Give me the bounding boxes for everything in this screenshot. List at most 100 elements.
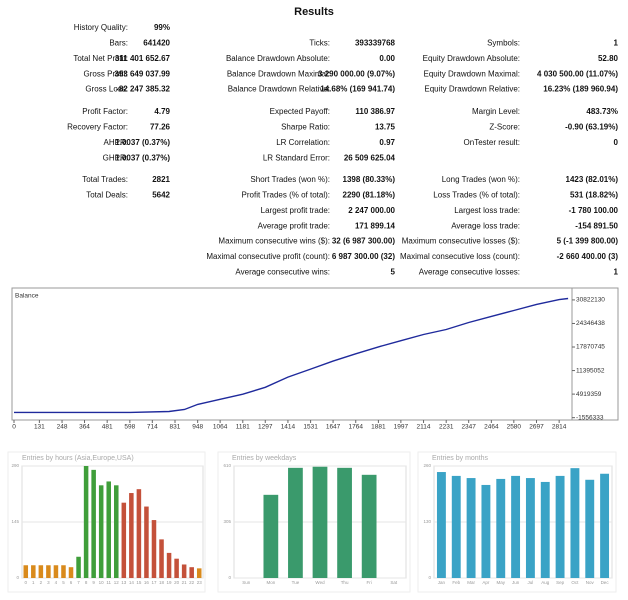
stat-label: Largest profit trade: <box>261 206 330 215</box>
stat-value: 14.68% (169 941.74) <box>320 85 395 94</box>
stat-label: Expected Payoff: <box>270 107 330 116</box>
stat-value: 2 247 000.00 <box>348 206 395 215</box>
bar <box>144 506 149 578</box>
x-tick-label: 1531 <box>303 424 318 431</box>
x-tick-label: 1647 <box>326 424 341 431</box>
bar <box>159 539 164 578</box>
stat-label: Z-Score: <box>489 123 520 132</box>
stat-label: Long Trades (won %): <box>442 175 520 184</box>
bar <box>481 484 491 578</box>
stat-label: LR Standard Error: <box>263 153 330 162</box>
y-tick-label: 24346438 <box>576 320 605 327</box>
stat-value: 2821 <box>152 175 170 184</box>
x-tick-label: Feb <box>452 580 460 585</box>
stat-label: Balance Drawdown Absolute: <box>226 54 330 63</box>
balance-line <box>14 297 569 414</box>
stat-label: Average consecutive losses: <box>419 268 520 277</box>
stat-label: Maximum consecutive wins ($): <box>218 237 330 246</box>
x-tick-label: 11 <box>106 580 111 585</box>
bar <box>466 478 476 578</box>
stat-label: Maximum consecutive losses ($): <box>402 237 520 246</box>
stat-value: -82 247 385.32 <box>116 85 170 94</box>
y-tick-label: 610 <box>223 463 231 468</box>
bar <box>46 565 51 578</box>
y-tick-label: 11395052 <box>576 367 605 374</box>
bar <box>114 485 119 578</box>
y-tick-label: 0 <box>228 575 231 580</box>
bar <box>23 565 29 578</box>
bar <box>525 478 535 578</box>
x-tick-label: 19 <box>167 580 173 585</box>
stat-label: Balance Drawdown Maximal: <box>227 69 330 78</box>
x-tick-label: 2580 <box>507 424 522 431</box>
x-tick-label: 131 <box>34 424 45 431</box>
stat-value: 1423 (82.01%) <box>566 175 619 184</box>
bar <box>83 466 89 578</box>
x-tick-label: Mon <box>266 580 275 585</box>
x-tick-label: Aug <box>541 580 550 585</box>
stat-value: 641420 <box>143 39 170 48</box>
x-tick-label: Sat <box>390 580 398 585</box>
x-tick-label: 16 <box>144 580 150 585</box>
stat-value: 5 (-1 399 800.00) <box>557 237 619 246</box>
stat-value: 1.0037 (0.37%) <box>115 153 170 162</box>
x-tick-label: 4 <box>55 580 58 585</box>
chart-title: Entries by hours (Asia,Europe,USA) <box>22 455 134 462</box>
y-tick-label: 0 <box>16 575 19 580</box>
x-tick-label: 1064 <box>213 424 228 431</box>
bar <box>555 475 565 578</box>
stat-value: 4 030 500.00 (11.07%) <box>537 69 618 78</box>
stat-value: 52.80 <box>598 54 619 63</box>
x-tick-label: Jul <box>528 580 534 585</box>
x-tick-label: 1 <box>32 580 35 585</box>
stat-value: 110 386.97 <box>355 107 395 116</box>
x-tick-label: 1881 <box>371 424 386 431</box>
stat-label: Total Deals: <box>86 191 128 200</box>
stat-value: 4.79 <box>154 107 170 116</box>
x-tick-label: 948 <box>192 424 203 431</box>
x-tick-label: 3 <box>47 580 50 585</box>
x-tick-label: 2 <box>40 580 43 585</box>
x-tick-label: 23 <box>197 580 203 585</box>
stat-value: -154 891.50 <box>575 221 618 230</box>
y-tick-label: 17870745 <box>576 344 605 351</box>
stat-label: Symbols: <box>487 39 520 48</box>
x-tick-label: Sep <box>556 580 565 585</box>
x-tick-label: 248 <box>57 424 68 431</box>
stat-label: Profit Trades (% of total): <box>242 191 330 200</box>
stat-value: 393 649 037.99 <box>114 69 170 78</box>
y-tick-label: 30822130 <box>576 297 605 304</box>
x-tick-label: 2114 <box>417 424 431 431</box>
stat-value: -2 660 400.00 (3) <box>557 252 619 261</box>
stat-label: Profit Factor: <box>82 107 128 116</box>
stat-value: 13.75 <box>375 123 396 132</box>
stat-label: Total Net Profit: <box>73 54 128 63</box>
stat-value: 3 290 000.00 (9.07%) <box>318 69 395 78</box>
stat-label: Balance Drawdown Relative: <box>228 85 330 94</box>
bar <box>600 473 610 578</box>
bar <box>98 485 104 578</box>
stat-label: Sharpe Ratio: <box>281 123 330 132</box>
x-tick-label: Apr <box>482 580 490 585</box>
x-tick-label: 13 <box>121 580 127 585</box>
stat-label: GHPR: <box>103 153 128 162</box>
y-tick-label: 130 <box>423 519 431 524</box>
x-tick-label: 2347 <box>461 424 476 431</box>
bar <box>189 567 194 578</box>
x-tick-label: 1414 <box>281 424 296 431</box>
x-tick-label: 8 <box>85 580 88 585</box>
bar <box>540 481 550 578</box>
stat-value: 16.23% (189 960.94) <box>543 85 618 94</box>
stat-value: 171 899.14 <box>355 221 396 230</box>
stat-label: Margin Level: <box>472 107 520 116</box>
bar <box>570 468 580 578</box>
stat-value: 0 <box>614 138 619 147</box>
x-tick-label: 0 <box>25 580 28 585</box>
stat-label: Loss Trades (% of total): <box>433 191 520 200</box>
x-tick-label: 598 <box>124 424 135 431</box>
stat-label: Gross Loss: <box>85 85 128 94</box>
stat-value: 483.73% <box>586 107 618 116</box>
x-tick-label: 2464 <box>484 424 499 431</box>
stat-value: 1398 (80.33%) <box>343 175 396 184</box>
